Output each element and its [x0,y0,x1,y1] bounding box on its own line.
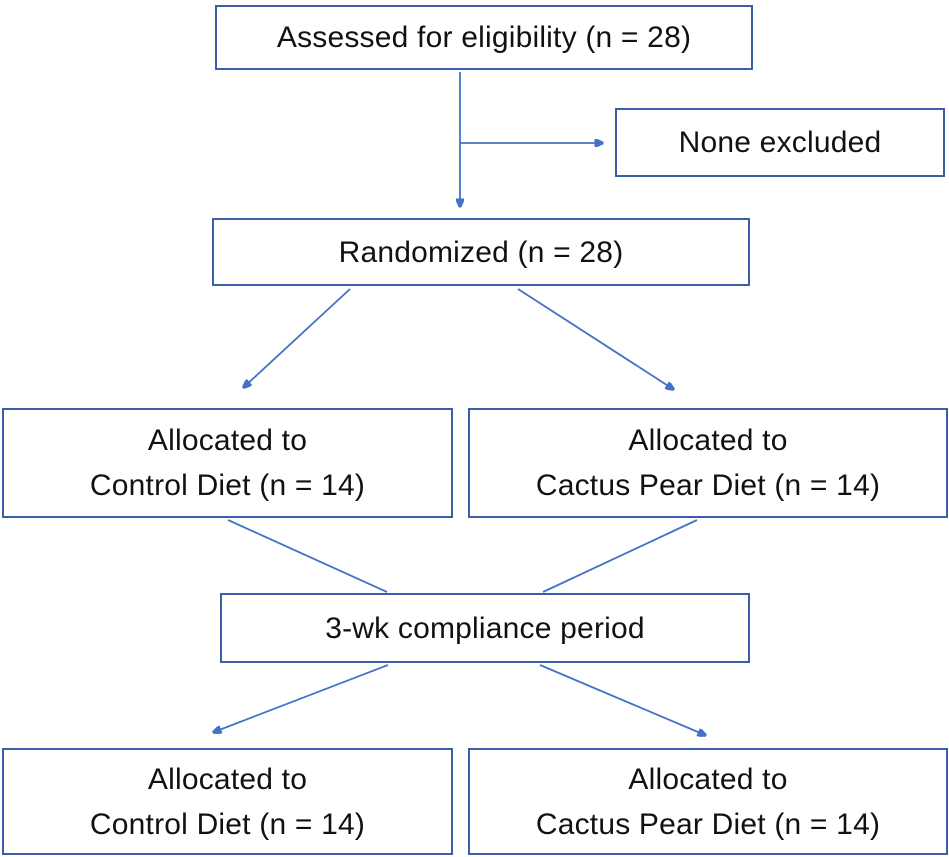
line-control-to-compliance [227,519,388,593]
line-cactus-to-compliance [542,519,698,593]
box-compliance-period-label: 3-wk compliance period [325,611,645,645]
box-allocated-control-bottom: Allocated to Control Diet (n = 14) [2,748,453,855]
box-assessed-for-eligibility: Assessed for eligibility (n = 28) [215,5,753,70]
arrow-compliance-to-control [214,664,389,732]
box-allocated-cactus-bottom-line1: Allocated to [628,762,788,796]
box-allocated-control-top: Allocated to Control Diet (n = 14) [2,408,453,518]
box-allocated-cactus-top-line1: Allocated to [628,424,788,457]
box-allocated-cactus-bottom-line2: Cactus Pear Diet (n = 14) [535,807,881,841]
box-allocated-control-bottom-line1: Allocated to [147,762,308,796]
box-allocated-cactus-bottom: Allocated to Cactus Pear Diet (n = 14) [468,748,948,855]
box-assessed-label: Assessed for eligibility (n = 28) [276,21,692,54]
box-allocated-control-top-line1: Allocated to [147,424,308,457]
box-allocated-cactus-top-line2: Cactus Pear Diet (n = 14) [535,469,881,502]
box-allocated-control-top-line2: Control Diet (n = 14) [89,469,366,502]
box-none-excluded-label: None excluded [678,126,882,159]
box-compliance-period: 3-wk compliance period [220,593,750,663]
arrow-randomized-to-control [244,288,351,387]
arrow-compliance-to-cactus [539,664,705,735]
box-randomized-label: Randomized (n = 28) [338,235,624,269]
box-allocated-control-bottom-line2: Control Diet (n = 14) [89,807,366,841]
box-randomized: Randomized (n = 28) [212,218,750,286]
box-allocated-cactus-top: Allocated to Cactus Pear Diet (n = 14) [468,408,948,518]
arrow-randomized-to-cactus [517,288,673,389]
box-none-excluded: None excluded [615,108,945,177]
